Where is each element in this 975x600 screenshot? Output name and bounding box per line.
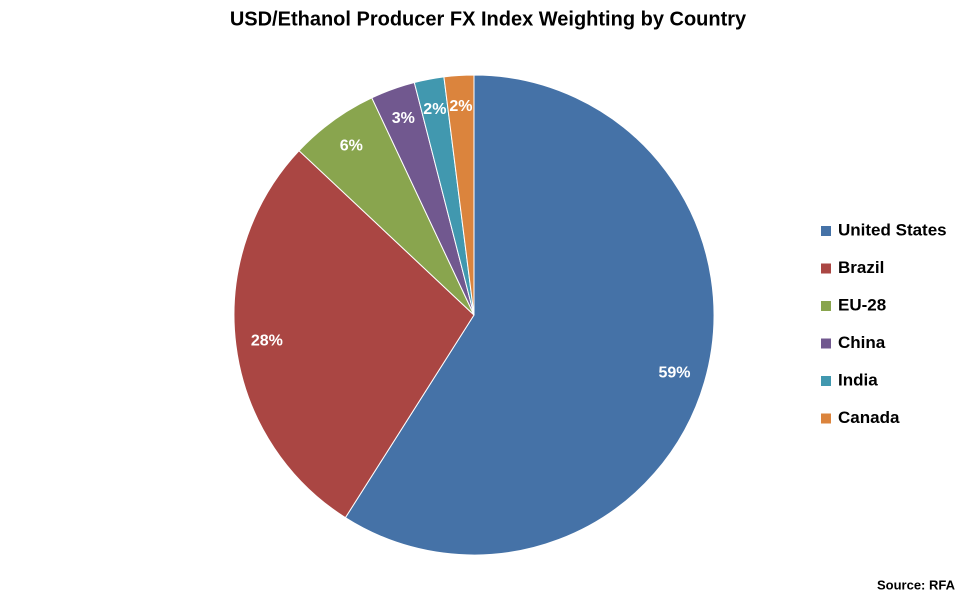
data-label: 28% [251,332,283,349]
data-label: 59% [658,364,690,381]
legend-swatch [821,376,831,386]
legend-swatch [821,301,831,311]
legend-label: United States [838,220,947,239]
legend-label: China [838,333,886,352]
legend-swatch [821,263,831,274]
legend-swatch [821,413,831,424]
data-label: 2% [423,101,446,118]
source-note: Source: RFA [877,577,956,592]
legend-swatch [821,226,831,236]
pie-slice [233,150,475,519]
data-label: 6% [340,137,363,154]
pie-slice [443,74,475,316]
chart-title: USD/Ethanol Producer FX Index Weighting … [230,8,747,30]
legend-label: EU-28 [838,295,886,314]
legend-swatch [821,338,831,349]
pie-slice [344,74,715,556]
legend-label: Brazil [838,258,884,277]
data-label: 3% [392,110,415,127]
legend-label: India [838,370,878,389]
data-label: 2% [449,98,472,115]
legend-label: Canada [838,408,900,427]
